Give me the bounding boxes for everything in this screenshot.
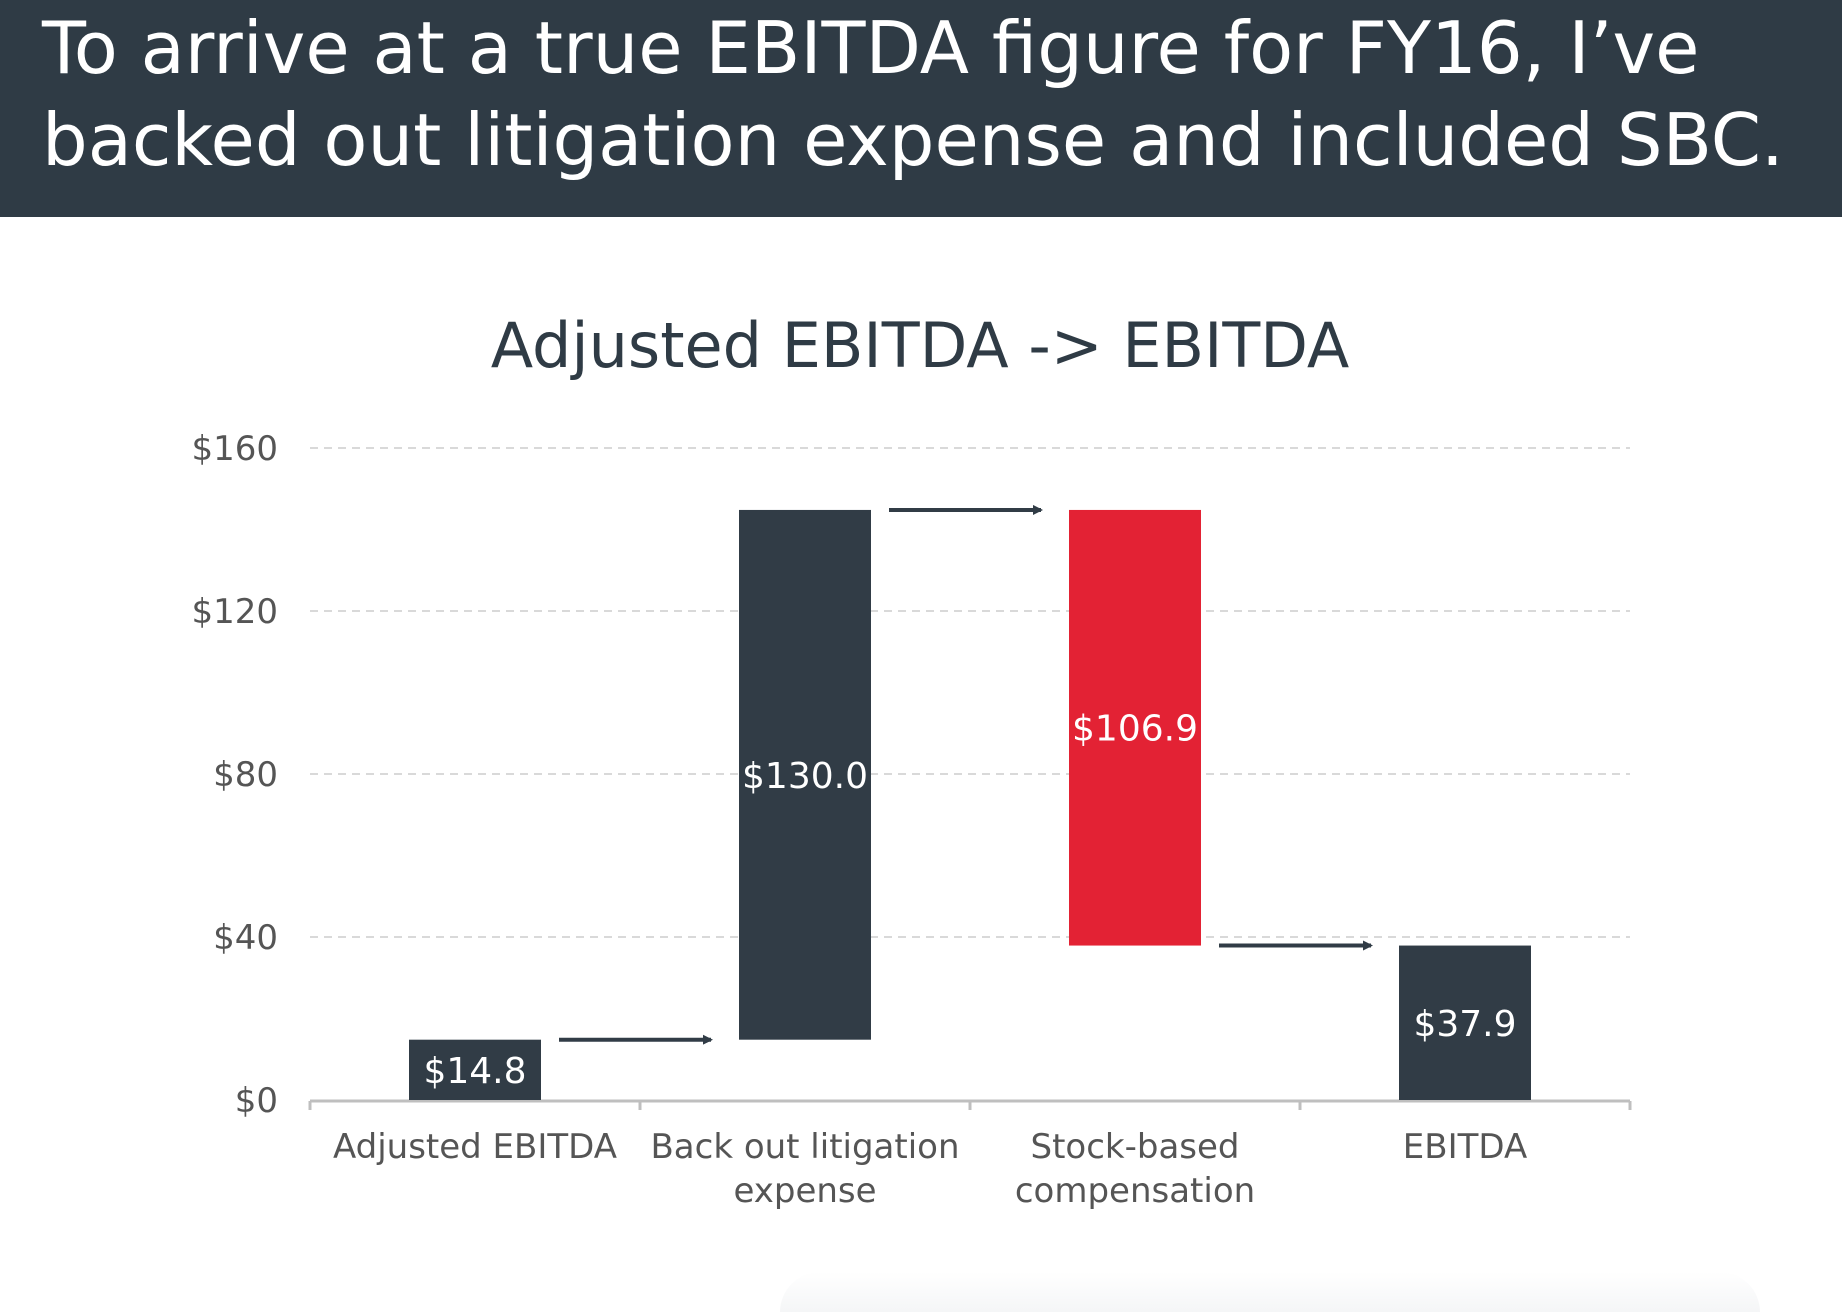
axes: $0 $40 $80 $120 $160 Adjusted EBITDA Back out … [191,429,1632,1211]
x-tick-label-line: Adjusted EBITDA [333,1127,617,1167]
bottom-shadow [780,1272,1760,1312]
y-tick-label: $80 [213,755,278,795]
x-tick-label-line: Back out litigation [650,1127,959,1167]
data-label: $37.9 [1413,1004,1516,1045]
chart-title: Adjusted EBITDA -> EBITDA [491,309,1350,382]
bar [739,509,871,1040]
bar [1069,509,1201,946]
data-labels: $14.8 $130.0 $106.9 $37.9 [423,709,1516,1092]
y-tick-label: $40 [213,918,278,958]
x-tick-label-line: EBITDA [1403,1127,1527,1167]
data-label: $106.9 [1072,709,1198,750]
title-banner: To arrive at a true EBITDA figure for FY… [0,0,1842,217]
x-tick-label: Adjusted EBITDA [333,1127,617,1167]
banner-line-2: backed out litigation expense and includ… [42,98,1784,182]
x-tick-label-line: expense [733,1171,876,1211]
data-label: $14.8 [423,1051,526,1092]
gridlines [310,447,1630,938]
x-tick-label-line: compensation [1015,1171,1255,1211]
connector-arrows [559,504,1373,1045]
bar [1399,945,1531,1100]
y-tick-label: $0 [235,1081,278,1121]
banner-heading: To arrive at a true EBITDA figure for FY… [42,2,1822,186]
bars [409,509,1531,1100]
banner-line-1: To arrive at a true EBITDA figure for FY… [42,6,1700,90]
x-tick-label: Back out litigation expense [650,1127,959,1211]
x-tick-label-line: Stock-based [1031,1127,1240,1167]
y-tick-label: $160 [191,429,278,469]
waterfall-chart: Adjusted EBITDA -> EBITDA $0 $40 $80 $120 $1… [191,309,1632,1211]
x-tick-label: EBITDA [1403,1127,1527,1167]
x-tick-label: Stock-based compensation [1015,1127,1255,1211]
data-label: $130.0 [742,756,868,797]
y-tick-label: $120 [191,592,278,632]
bar [409,1039,541,1100]
